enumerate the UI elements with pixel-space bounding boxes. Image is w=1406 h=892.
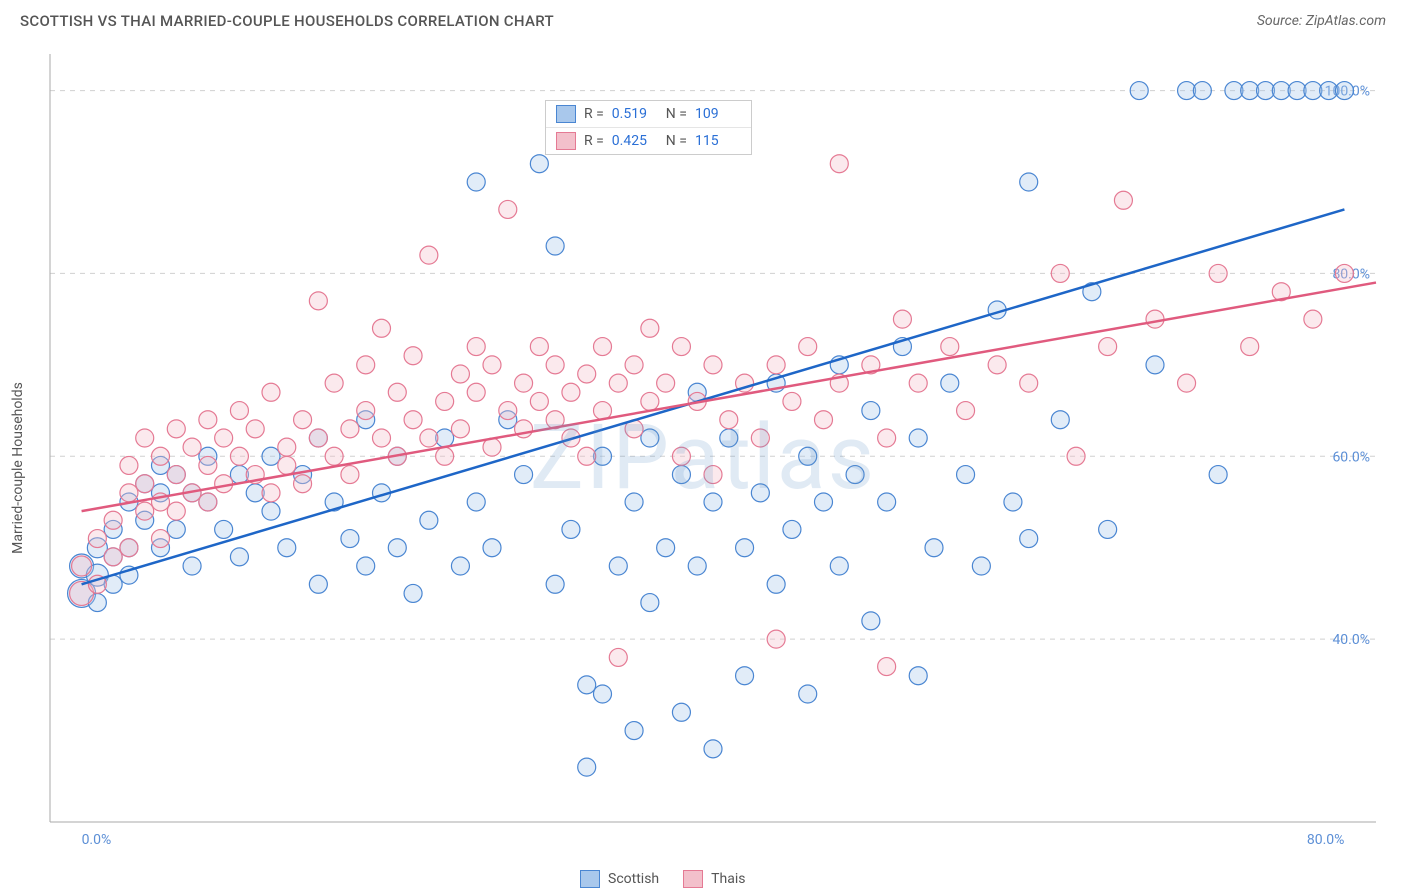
scatter-chart: 40.0%60.0%80.0%100.0%0.0%80.0% <box>0 44 1406 892</box>
chart-source: Source: ZipAtlas.com <box>1257 13 1386 29</box>
legend-swatch-icon <box>683 870 703 888</box>
stats-row: R =0.425N =115 <box>546 128 751 154</box>
legend-item: Scottish <box>580 870 659 888</box>
series-legend: Scottish Thais <box>580 870 745 888</box>
series-swatch-icon <box>556 105 576 123</box>
chart-title: SCOTTISH VS THAI MARRIED-COUPLE HOUSEHOL… <box>20 12 554 30</box>
svg-text:80.0%: 80.0% <box>1307 832 1345 848</box>
legend-item: Thais <box>683 870 745 888</box>
chart-area: Married-couple Households 40.0% 60.0% 80.0… <box>0 44 1406 892</box>
svg-text:0.0%: 0.0% <box>82 832 112 848</box>
stats-row: R =0.519N =109 <box>546 101 751 128</box>
stats-legend-box: R =0.519N =109R =0.425N =115 <box>545 100 752 155</box>
series-swatch-icon <box>556 132 576 150</box>
legend-swatch-icon <box>580 870 600 888</box>
svg-text:40.0%: 40.0% <box>1332 632 1370 648</box>
svg-text:60.0%: 60.0% <box>1332 449 1370 465</box>
chart-header: SCOTTISH VS THAI MARRIED-COUPLE HOUSEHOL… <box>0 0 1406 38</box>
y-axis-label: Married-couple Households <box>10 382 26 554</box>
